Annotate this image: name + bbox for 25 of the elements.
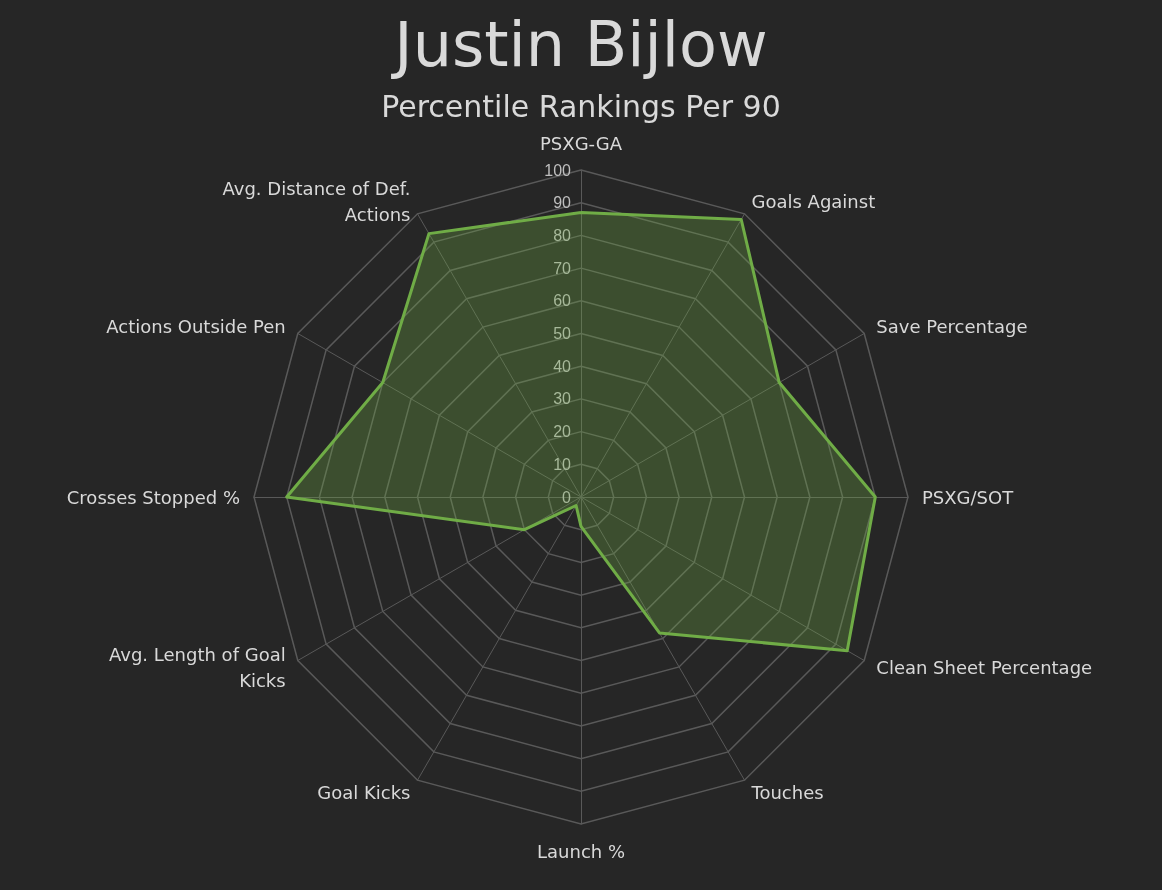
y-tick-label: 0 xyxy=(562,488,572,506)
y-tick-label: 40 xyxy=(553,357,572,375)
y-tick-label: 80 xyxy=(553,226,572,244)
spoke-label: Touches xyxy=(750,781,824,803)
y-tick-label: 100 xyxy=(544,161,572,179)
spoke-label: Save Percentage xyxy=(876,316,1028,337)
spoke-label: Avg. Length of Goal Kicks xyxy=(109,644,286,691)
spoke-label: PSXG/SOT xyxy=(922,486,1015,508)
spoke-label: PSXG-GA xyxy=(540,132,623,154)
spoke-label: Launch % xyxy=(536,840,626,862)
spoke-label: Goals Against xyxy=(751,191,876,213)
y-tick-label: 60 xyxy=(553,292,572,310)
spoke-label: Goal Kicks xyxy=(317,781,411,803)
y-tick-label: 50 xyxy=(553,325,572,342)
spoke-label: Actions Outside Pen xyxy=(106,316,286,337)
spoke-label: Crosses Stopped % xyxy=(66,486,240,508)
spoke-label: Clean Sheet Percentage xyxy=(876,657,1093,678)
chart-title: Justin Bijlow xyxy=(390,7,768,81)
y-tick-label: 20 xyxy=(553,423,572,441)
y-tick-label: 30 xyxy=(553,390,572,408)
spoke-label: Avg. Distance of Def. Actions xyxy=(222,178,411,226)
chart-subtitle: Percentile Rankings Per 90 xyxy=(381,88,781,124)
y-tick-label: 10 xyxy=(553,455,572,473)
y-tick-label: 70 xyxy=(553,259,572,277)
y-tick-label: 90 xyxy=(553,194,572,212)
